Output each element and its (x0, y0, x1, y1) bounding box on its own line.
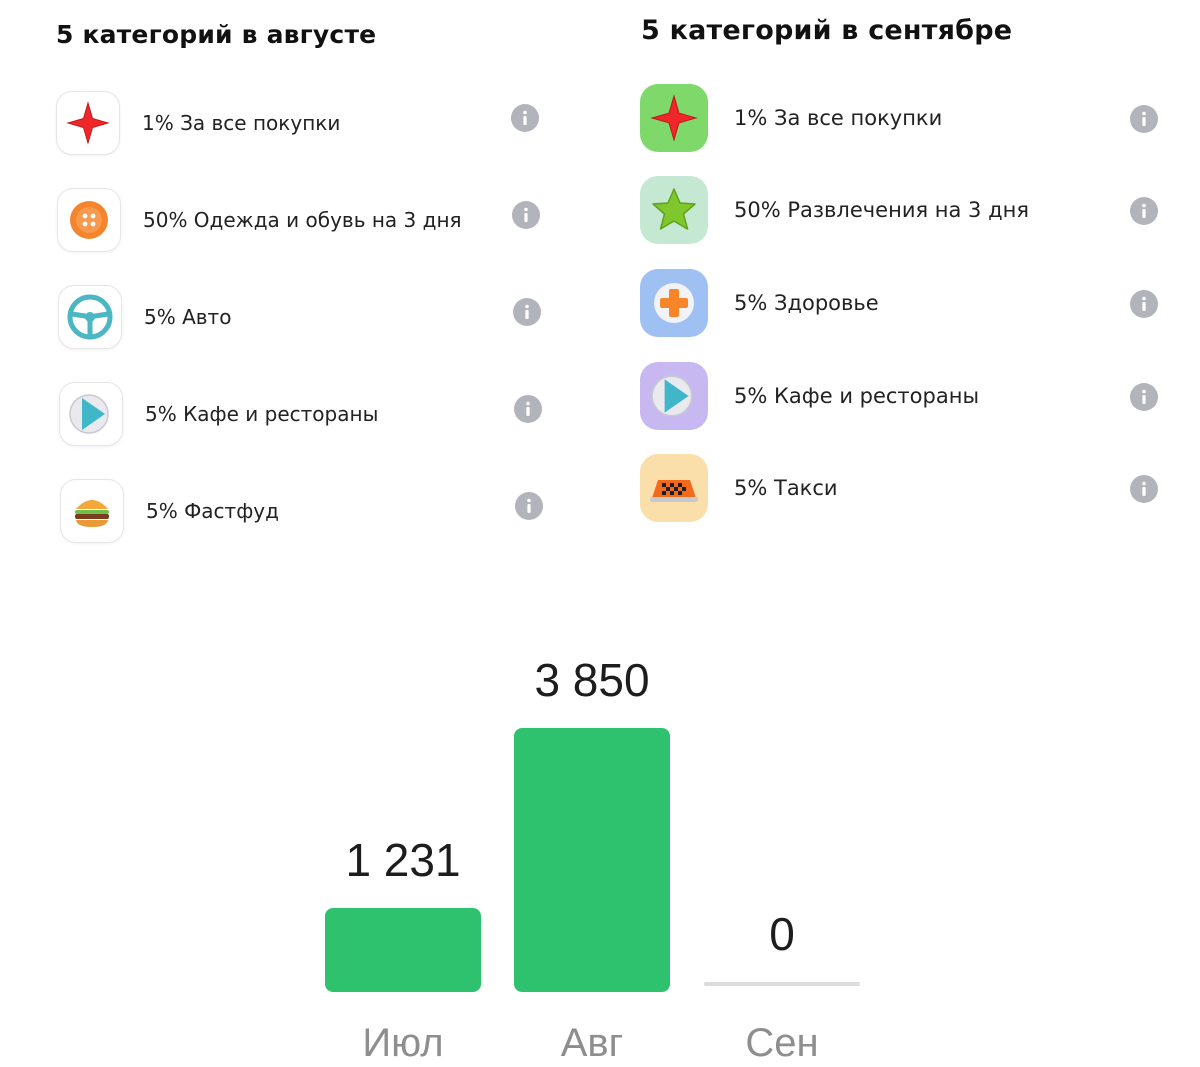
info-icon[interactable] (1130, 197, 1158, 225)
august-category-item[interactable]: 5% Кафе и рестораны (59, 382, 378, 446)
taxi-sign-icon (640, 454, 708, 522)
green-star-icon (640, 176, 708, 244)
monthly-cashback-bar-chart: 1 231 Июл 3 850 Авг 0 Сен (325, 654, 860, 1065)
september-category-item[interactable]: 5% Такси (640, 454, 838, 522)
plate-play-icon (59, 382, 123, 446)
month-label[interactable]: Авг (561, 1021, 624, 1065)
red-star-icon (640, 84, 708, 152)
september-category-item[interactable]: 5% Кафе и рестораны (640, 362, 979, 430)
august-title: 5 категорий в августе (56, 20, 377, 49)
category-label: 5% Кафе и рестораны (145, 402, 379, 426)
september-category-item[interactable]: 5% Здоровье (640, 269, 879, 337)
category-label: 5% Здоровье (734, 291, 879, 315)
red-star-icon (56, 91, 120, 155)
category-label: 1% За все покупки (734, 106, 943, 130)
category-label: 50% Развлечения на 3 дня (734, 198, 1029, 222)
medical-cross-icon (640, 269, 708, 337)
september-category-item[interactable]: 50% Развлечения на 3 дня (640, 176, 1029, 244)
bar-Июл[interactable] (325, 908, 481, 992)
info-icon[interactable] (1130, 290, 1158, 318)
info-icon[interactable] (511, 104, 539, 132)
value-label: 0 (769, 908, 795, 960)
september-title: 5 категорий в сентябре (641, 15, 1013, 46)
burger-icon (60, 479, 124, 543)
category-label: 1% За все покупки (142, 111, 341, 135)
category-label: 5% Авто (144, 305, 232, 329)
august-category-item[interactable]: 1% За все покупки (56, 91, 340, 155)
info-icon[interactable] (1130, 475, 1158, 503)
info-icon[interactable] (1130, 383, 1158, 411)
category-label: 5% Кафе и рестораны (734, 384, 980, 408)
september-category-item[interactable]: 1% За все покупки (640, 84, 942, 152)
info-icon[interactable] (513, 298, 541, 326)
button-icon (57, 188, 121, 252)
month-label[interactable]: Июл (362, 1021, 443, 1065)
info-icon[interactable] (514, 395, 542, 423)
info-icon[interactable] (512, 201, 540, 229)
steering-wheel-icon (58, 285, 122, 349)
month-label[interactable]: Сен (745, 1021, 818, 1065)
august-category-item[interactable]: 5% Авто (58, 285, 231, 349)
category-label: 5% Такси (734, 476, 838, 500)
category-label: 5% Фастфуд (146, 499, 279, 523)
plate-play-icon (640, 362, 708, 430)
value-label: 1 231 (345, 834, 460, 886)
info-icon[interactable] (515, 492, 543, 520)
bar-Авг[interactable] (514, 728, 670, 992)
august-category-item[interactable]: 5% Фастфуд (60, 479, 279, 543)
bar-Сен[interactable] (704, 982, 860, 986)
value-label: 3 850 (534, 654, 649, 706)
info-icon[interactable] (1130, 105, 1158, 133)
category-label: 50% Одежда и обувь на 3 дня (143, 208, 462, 232)
august-category-item[interactable]: 50% Одежда и обувь на 3 дня (57, 188, 462, 252)
